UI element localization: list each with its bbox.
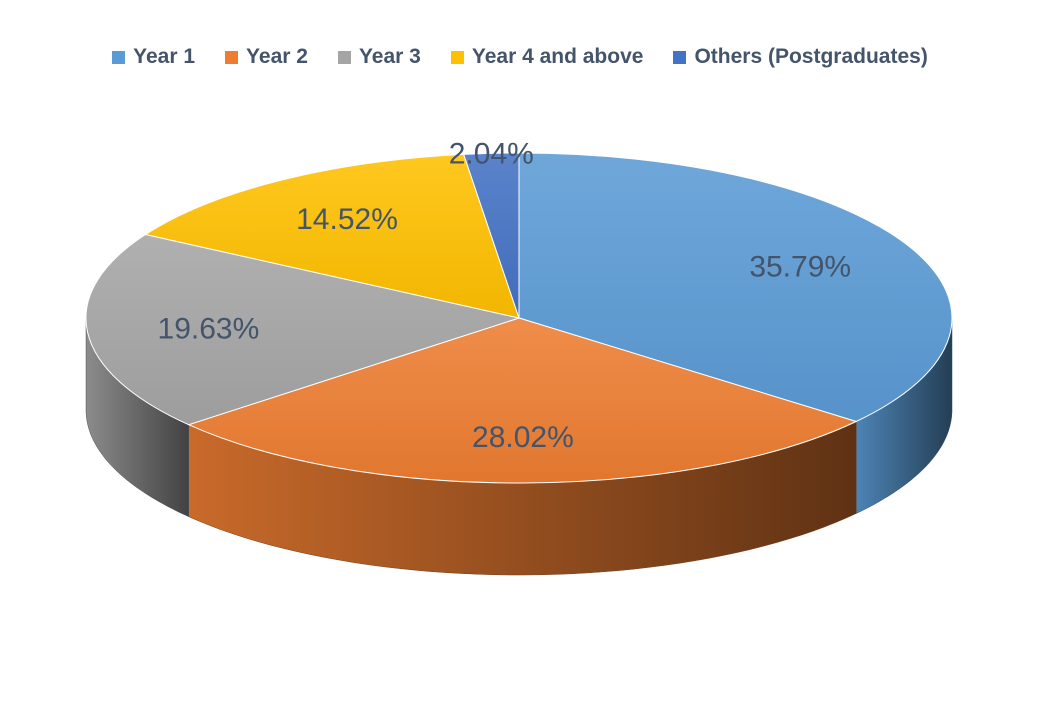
- legend-label: Year 1: [133, 45, 196, 68]
- data-label-others-postgraduates: 2.04%: [449, 137, 534, 170]
- data-label-year-1: 35.79%: [749, 251, 851, 284]
- legend-item-others-postgraduates: Others (Postgraduates): [673, 45, 928, 69]
- legend-item-year-3: Year 3: [337, 45, 421, 69]
- legend-label: Others (Postgraduates): [694, 45, 928, 68]
- data-label-year-2: 28.02%: [472, 421, 574, 454]
- legend-swatch: [112, 50, 126, 64]
- legend-label: Year 3: [358, 45, 421, 68]
- pie-slice-year-4-and-above: [144, 153, 520, 319]
- pie-data-labels: 35.79% 28.02% 19.63% 14.52% 2.04%: [158, 137, 852, 454]
- legend-swatch: [673, 50, 687, 64]
- pie-slice-year-2: [187, 317, 858, 484]
- legend-label: Year 4 and above: [471, 45, 644, 68]
- legend-item-year-1: Year 1: [112, 45, 195, 69]
- pie-slice-year-1: [518, 152, 953, 423]
- legend-label: Year 2: [246, 45, 308, 68]
- legend-item-year-2: Year 2: [225, 45, 308, 69]
- data-label-year-3: 19.63%: [158, 312, 260, 345]
- data-label-year-4-and-above: 14.52%: [296, 203, 398, 236]
- pie-slice-year-3: [85, 233, 521, 426]
- chart-legend: Year 1 Year 2 Year 3 Year 4 and above Others…: [0, 42, 1040, 72]
- legend-swatch: [450, 50, 464, 64]
- legend-swatch: [225, 50, 239, 64]
- pie-slice-others-postgraduates: [463, 152, 520, 319]
- legend-swatch: [337, 50, 351, 64]
- pie-slices: [85, 152, 953, 484]
- legend-item-year-4-and-above: Year 4 and above: [450, 45, 644, 69]
